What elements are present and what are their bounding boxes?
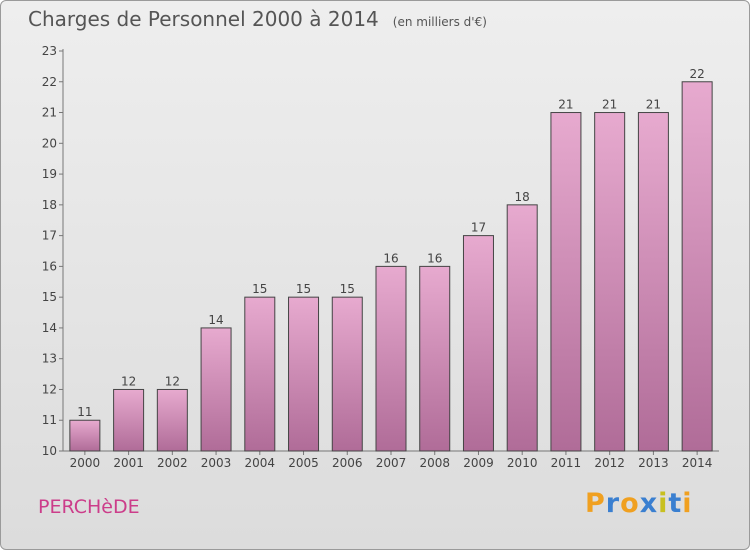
logo-letter: P [585,488,606,519]
bars [69,81,713,452]
x-tick-label: 2010 [507,456,538,470]
y-tick-label: 10 [42,444,57,458]
x-tick-label: 2001 [113,456,144,470]
bar-value-label: 15 [340,282,355,296]
y-tick-label: 20 [42,136,57,150]
y-tick-label: 12 [42,382,57,396]
x-tick-label: 2012 [594,456,625,470]
y-tick-label: 16 [42,259,57,273]
y-tick-label: 11 [42,413,57,427]
x-tick-label: 2011 [551,456,582,470]
bar [156,388,188,452]
place-name: PERCHèDE [38,496,140,518]
y-tick-label: 21 [42,106,57,120]
x-tick-label: 2009 [463,456,494,470]
x-tick-label: 2004 [245,456,276,470]
logo-letter: x [639,488,659,519]
x-tick-label: 2008 [419,456,450,470]
bar [113,388,145,452]
bar [550,112,582,452]
chart-unit: (en milliers d'€) [392,15,487,29]
y-tick-label: 15 [42,290,57,304]
logo-letter: t [668,488,683,519]
bar [375,265,407,452]
bar-value-label: 11 [77,405,92,419]
bar [288,296,320,452]
y-tick-label: 19 [42,167,57,181]
logo-letter: i [658,488,669,519]
bar-value-label: 18 [515,190,530,204]
logo-letter: r [605,488,621,519]
bar [462,235,494,452]
bar-value-label: 14 [208,313,223,327]
bar-value-label: 12 [165,374,180,388]
y-tick-label: 18 [42,198,57,212]
bar [331,296,363,452]
bar [637,112,669,452]
proxiti-logo: Proxiti [585,488,693,519]
bar [506,204,538,452]
x-tick-label: 2007 [376,456,407,470]
bar-value-label: 21 [602,98,617,112]
x-tick-label: 2013 [638,456,669,470]
logo-letter: i [682,488,693,519]
bar [681,81,713,452]
bar-value-label: 22 [689,67,704,81]
y-tick-label: 14 [42,321,57,335]
bar-value-label: 15 [296,282,311,296]
x-tick-label: 2006 [332,456,363,470]
bar [419,265,451,452]
bar-value-label: 21 [646,98,661,112]
axes: 10 11 12 13 14 15 16 17 18 19 20 21 22 23 2000 2001 2002… [42,44,719,470]
bar-value-label: 16 [383,251,398,265]
bar [594,112,626,452]
x-tick-label: 2014 [682,456,713,470]
y-tick-label: 22 [42,75,57,89]
bar [200,327,232,452]
y-tick-label: 13 [42,352,57,366]
x-tick-label: 2003 [201,456,232,470]
x-tick-label: 2005 [288,456,319,470]
bar-value-label: 17 [471,221,486,235]
chart-title: Charges de Personnel 2000 à 2014 (en mill… [28,7,487,31]
bar-value-label: 21 [558,98,573,112]
data-labels: 11 12 12 14 15 15 15 16 16 17 18 21 21 21 22 [77,67,705,419]
x-tick-label: 2000 [70,456,101,470]
bar-value-label: 16 [427,251,442,265]
y-tick-label: 23 [42,44,57,58]
x-tick-label: 2002 [157,456,188,470]
bar [244,296,276,452]
bar-value-label: 12 [121,374,136,388]
bar-value-label: 15 [252,282,267,296]
bar [69,419,101,452]
logo-letter: o [620,488,640,519]
chart-title-text: Charges de Personnel 2000 à 2014 [28,7,379,31]
y-tick-label: 17 [42,229,57,243]
